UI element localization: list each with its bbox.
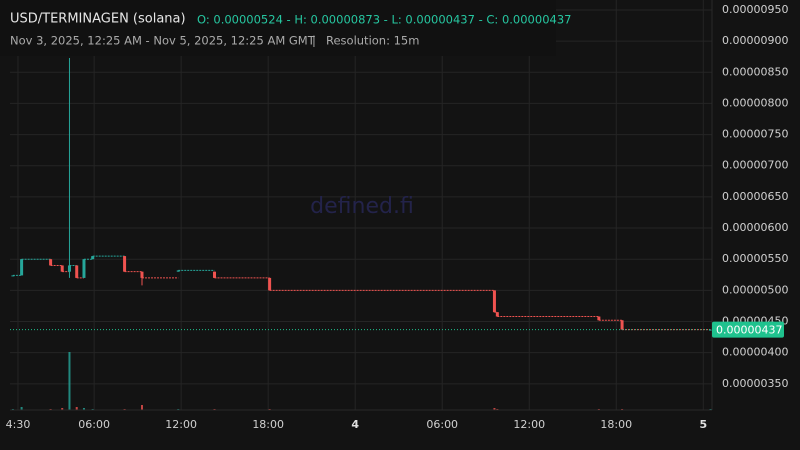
y-tick-label: 0.00000700	[722, 159, 788, 172]
candle-body	[82, 259, 86, 278]
header-box	[0, 0, 556, 56]
y-tick-label: 0.00000650	[722, 190, 788, 203]
candle-body	[67, 265, 71, 272]
y-tick-label: 0.00000500	[722, 283, 788, 296]
candle-body	[140, 271, 144, 278]
x-tick-label: 4	[351, 418, 359, 431]
date-range: Nov 3, 2025, 12:25 AM - Nov 5, 2025, 12:…	[10, 34, 316, 48]
y-tick-label: 0.00000800	[722, 96, 788, 109]
candle-body	[268, 277, 272, 291]
candle-body	[709, 329, 713, 331]
candle-body	[176, 270, 180, 272]
y-tick-label: 0.00000550	[722, 252, 788, 265]
last-price-label: 0.00000437	[716, 324, 782, 337]
volume-bar	[61, 408, 64, 410]
candle-body	[620, 320, 624, 330]
candle-body	[75, 265, 79, 278]
y-tick-label: 0.00000900	[722, 34, 788, 47]
ohlc-legend: O: 0.00000524 - H: 0.00000873 - L: 0.000…	[197, 13, 571, 27]
candle-body	[597, 316, 601, 321]
candle-body	[11, 275, 15, 277]
y-tick-label: 0.00000400	[722, 346, 788, 359]
y-tick-label: 0.00000850	[722, 65, 788, 78]
candle-body	[60, 265, 64, 272]
volume-bar	[68, 352, 71, 410]
candle-body	[492, 290, 496, 313]
resolution: Resolution: 15m	[326, 34, 419, 48]
volume-bar	[493, 408, 496, 410]
pair-name: USD/TERMINAGEN (solana)	[10, 12, 186, 27]
candle-body	[49, 259, 53, 266]
y-tick-label: 0.00000950	[722, 3, 788, 16]
y-tick-label: 0.00000600	[722, 221, 788, 234]
x-tick-label: 12:00	[165, 418, 197, 431]
x-tick-label: 4:30	[6, 418, 31, 431]
y-tick-label: 0.00000350	[722, 377, 788, 390]
volume-bar	[20, 407, 23, 410]
candle-body	[20, 259, 24, 276]
x-tick-label: 18:00	[600, 418, 632, 431]
volume-bar	[140, 405, 143, 410]
x-tick-label: 06:00	[426, 418, 458, 431]
x-tick-label: 5	[699, 418, 707, 431]
x-tick-label: 18:00	[252, 418, 284, 431]
candle-body	[123, 256, 127, 272]
candle-body	[213, 271, 217, 278]
y-tick-label: 0.00000750	[722, 128, 788, 141]
separator: |	[312, 34, 316, 48]
candle-body	[495, 312, 499, 317]
volume-bar	[82, 408, 85, 410]
watermark: defined.fi	[310, 194, 414, 219]
last-price-tag	[712, 321, 784, 338]
candle-body	[91, 256, 95, 260]
x-tick-label: 12:00	[513, 418, 545, 431]
x-tick-label: 06:00	[78, 418, 110, 431]
volume-bar	[75, 407, 78, 410]
